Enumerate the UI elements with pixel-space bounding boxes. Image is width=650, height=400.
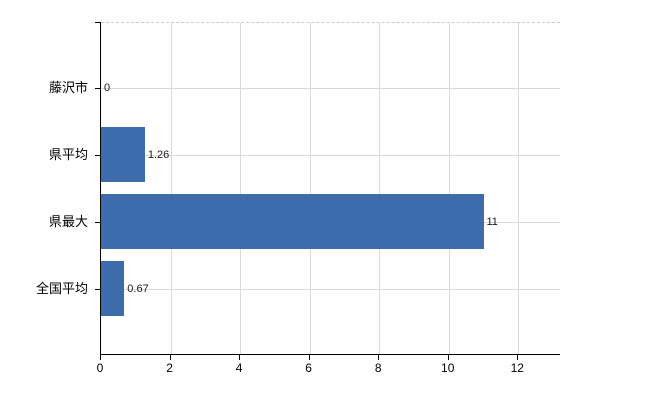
y-axis-line (100, 22, 101, 355)
x-tick (378, 355, 380, 360)
gridline-horizontal (101, 288, 560, 290)
category-label: 全国平均 (35, 280, 88, 296)
x-tick-label: 12 (510, 361, 524, 375)
category-label: 県最大 (48, 213, 88, 229)
gridline-vertical (309, 23, 311, 354)
gridline-vertical (240, 23, 242, 354)
x-tick-label: 2 (166, 361, 173, 375)
bar-value-label: 0.67 (127, 282, 149, 295)
x-tick-label: 4 (235, 361, 243, 375)
x-tick-label: 6 (305, 361, 312, 375)
bar-value-label: 0 (104, 81, 111, 94)
x-tick (169, 355, 171, 360)
bar (101, 127, 145, 182)
x-tick (447, 355, 449, 360)
plot-top-border (101, 22, 560, 23)
y-axis-end-tick (95, 22, 101, 23)
x-tick (239, 355, 241, 360)
x-tick (517, 355, 519, 360)
y-tick (95, 288, 101, 290)
bar (101, 194, 484, 249)
y-tick (95, 154, 101, 156)
bar-value-label: 11 (486, 215, 498, 228)
y-tick (95, 87, 101, 89)
gridline-vertical (448, 23, 450, 354)
x-tick-label: 0 (96, 361, 104, 375)
x-tick-label: 10 (441, 361, 455, 375)
gridline-vertical (170, 23, 172, 354)
bar (101, 261, 125, 316)
y-tick (95, 221, 101, 223)
gridline-vertical (518, 23, 520, 354)
plot-area: 0 1.26 11 0.67 (101, 22, 560, 354)
category-label: 県平均 (48, 146, 88, 162)
x-tick (308, 355, 310, 360)
bar-value-label: 1.26 (147, 148, 170, 161)
gridline-horizontal (101, 154, 560, 156)
gridline-horizontal (101, 87, 560, 89)
x-tick-label: 8 (374, 361, 382, 375)
gridline-vertical (379, 23, 381, 354)
x-axis-line (100, 354, 560, 355)
x-tick (100, 355, 101, 360)
category-label: 藤沢市 (48, 79, 88, 95)
